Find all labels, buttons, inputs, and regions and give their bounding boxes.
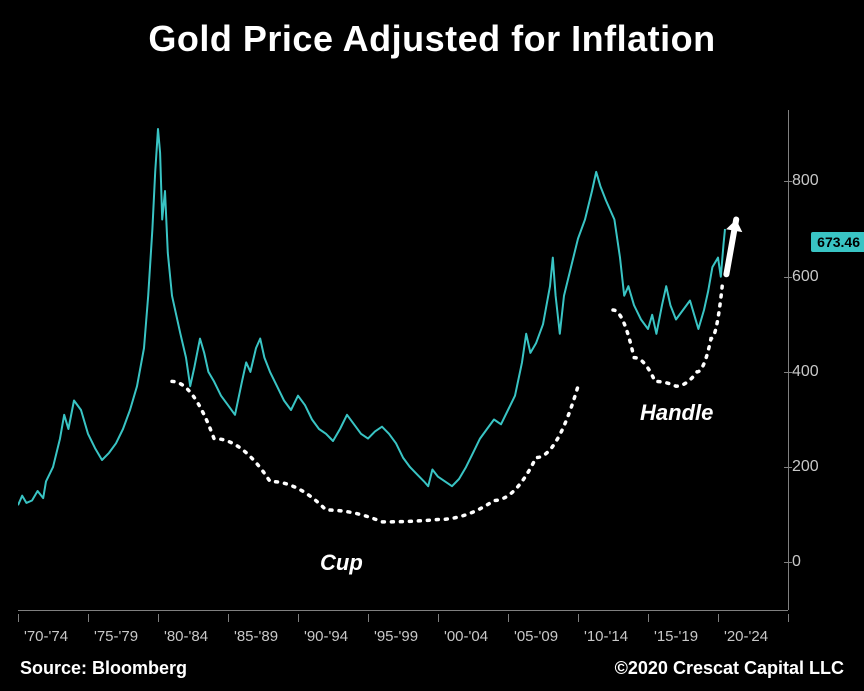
x-tick-mark xyxy=(88,614,89,622)
x-tick-label: '90-'94 xyxy=(304,628,348,645)
y-tick-label: 0 xyxy=(792,553,801,571)
x-tick-label: '80-'84 xyxy=(164,628,208,645)
plot-area xyxy=(18,110,788,610)
current-value-badge: 673.46 xyxy=(811,232,864,252)
cup-label: Cup xyxy=(320,550,363,576)
x-tick-label: '20-'24 xyxy=(724,628,768,645)
chart-title: Gold Price Adjusted for Inflation xyxy=(0,18,864,60)
y-tick-label: 400 xyxy=(792,363,819,381)
x-tick-label: '05-'09 xyxy=(514,628,558,645)
y-axis: 0 200 400 600 800 xyxy=(792,110,852,610)
x-tick-label: '95-'99 xyxy=(374,628,418,645)
price-line xyxy=(18,129,725,505)
x-tick-mark xyxy=(228,614,229,622)
x-tick-label: '00-'04 xyxy=(444,628,488,645)
x-tick-mark xyxy=(368,614,369,622)
x-tick-mark xyxy=(718,614,719,622)
x-tick-mark xyxy=(298,614,299,622)
copyright-text: ©2020 Crescat Capital LLC xyxy=(615,658,844,679)
x-tick-mark xyxy=(18,614,19,622)
y-tick-mark xyxy=(784,467,792,468)
x-tick-mark xyxy=(788,614,789,622)
x-tick-mark xyxy=(508,614,509,622)
cup-curve xyxy=(172,381,578,521)
x-tick-label: '15-'19 xyxy=(654,628,698,645)
axis-right-line xyxy=(788,110,789,610)
x-tick-label: '85-'89 xyxy=(234,628,278,645)
x-tick-label: '70-'74 xyxy=(24,628,68,645)
x-tick-mark xyxy=(158,614,159,622)
y-tick-mark xyxy=(784,562,792,563)
x-axis: '70-'74 '75-'79 '80-'84 '85-'89 '90-'94 '95-'… xyxy=(18,614,788,654)
x-tick-label: '10-'14 xyxy=(584,628,628,645)
chart-svg xyxy=(18,110,788,610)
x-tick-mark xyxy=(578,614,579,622)
x-tick-mark xyxy=(438,614,439,622)
y-tick-mark xyxy=(784,277,792,278)
y-tick-label: 600 xyxy=(792,268,819,286)
axis-bottom-line xyxy=(18,610,788,611)
source-text: Source: Bloomberg xyxy=(20,658,187,679)
handle-label: Handle xyxy=(640,400,713,426)
y-tick-mark xyxy=(784,181,792,182)
y-tick-mark xyxy=(784,372,792,373)
x-tick-label: '75-'79 xyxy=(94,628,138,645)
x-tick-mark xyxy=(648,614,649,622)
y-tick-label: 800 xyxy=(792,172,819,190)
y-tick-label: 200 xyxy=(792,458,819,476)
